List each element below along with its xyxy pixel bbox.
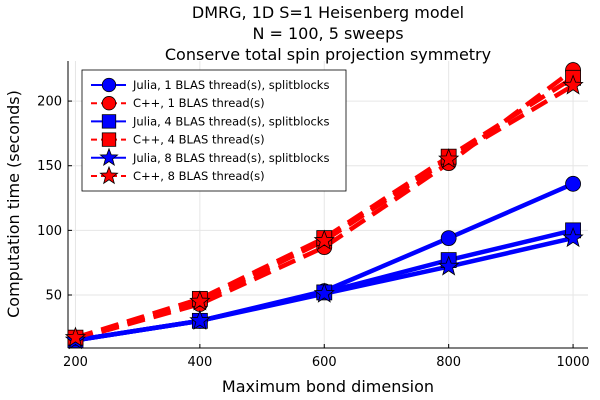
legend-label: Julia, 8 BLAS thread(s), splitblocks — [132, 151, 329, 165]
y-tick-labels: 50 100 150 200 — [37, 95, 62, 304]
series-group — [64, 62, 584, 350]
y-tick-label: 50 — [45, 288, 62, 303]
data-point-star — [562, 226, 584, 248]
x-axis-label: Maximum bond dimension — [222, 377, 434, 396]
x-tick-label: 400 — [187, 355, 212, 370]
data-point-circle — [101, 96, 117, 111]
data-point-square — [101, 114, 117, 129]
legend-box — [81, 69, 347, 192]
data-point-star — [64, 326, 87, 347]
data-point-star — [438, 255, 460, 276]
series-lines — [74, 68, 575, 343]
legend-label: Julia, 1 BLAS thread(s), splitblocks — [132, 78, 329, 92]
data-point-circle — [101, 77, 117, 93]
y-axis-label: Computation time (seconds) — [4, 90, 23, 318]
title-line-2: N = 100, 5 sweeps — [252, 24, 403, 43]
legend-label: Julia, 4 BLAS thread(s), splitblocks — [132, 114, 329, 128]
y-tick-label: 200 — [37, 95, 62, 110]
legend: Julia, 1 BLAS thread(s), splitblocks C++,… — [81, 69, 347, 192]
legend-item-3: Julia, 4 BLAS thread(s), splitblocks — [91, 114, 329, 129]
y-tick-label: 100 — [37, 224, 62, 239]
data-point-circle — [565, 175, 581, 192]
data-point-square — [101, 132, 117, 147]
x-tick-label: 600 — [312, 355, 337, 370]
title-line-1: DMRG, 1D S=1 Heisenberg model — [192, 3, 464, 22]
x-tick-label: 1000 — [557, 355, 590, 370]
legend-label: C++, 8 BLAS thread(s) — [133, 169, 265, 183]
legend-item-6: C++, 8 BLAS thread(s) — [91, 165, 265, 185]
y-tick-label: 150 — [37, 159, 62, 174]
data-point-star — [313, 229, 335, 250]
legend-item-4: C++, 4 BLAS thread(s) — [91, 132, 265, 147]
legend-label: C++, 4 BLAS thread(s) — [133, 133, 265, 147]
x-tick-labels: 200 400 600 800 1000 — [63, 355, 590, 370]
series-markers — [64, 62, 584, 350]
data-point-star — [438, 148, 460, 169]
data-point-circle — [440, 230, 457, 247]
title-line-3: Conserve total spin projection symmetry — [165, 45, 491, 64]
legend-item-1: Julia, 1 BLAS thread(s), splitblocks — [91, 77, 329, 93]
data-point-star — [99, 147, 119, 167]
legend-item-5: Julia, 8 BLAS thread(s), splitblocks — [91, 147, 329, 167]
chart-title: DMRG, 1D S=1 Heisenberg model N = 100, 5… — [165, 3, 491, 64]
x-tick-label: 200 — [63, 355, 88, 370]
data-point-star — [189, 309, 211, 330]
legend-label: C++, 1 BLAS thread(s) — [133, 96, 265, 110]
x-tick-label: 800 — [436, 355, 461, 370]
data-point-star — [313, 282, 335, 303]
legend-item-2: C++, 1 BLAS thread(s) — [91, 96, 265, 111]
data-point-star — [99, 165, 119, 185]
data-point-star — [562, 74, 584, 95]
series-line-6 — [74, 83, 575, 340]
data-point-star — [189, 290, 211, 311]
series-markers-6 — [64, 74, 584, 347]
